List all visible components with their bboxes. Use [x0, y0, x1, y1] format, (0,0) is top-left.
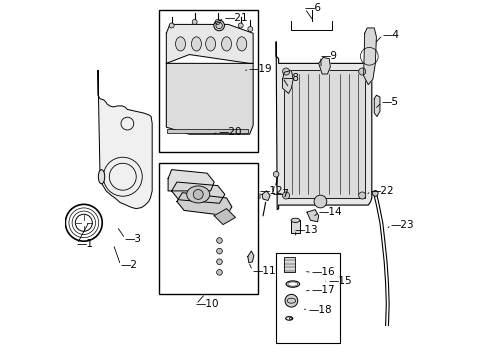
Bar	[283, 257, 295, 272]
Text: —13: —13	[294, 225, 318, 235]
Text: —16: —16	[311, 267, 334, 277]
Text: —6: —6	[304, 4, 321, 14]
Text: —1: —1	[76, 239, 93, 249]
Circle shape	[192, 19, 197, 24]
Polygon shape	[168, 170, 214, 191]
Ellipse shape	[236, 37, 246, 51]
Text: —18: —18	[307, 305, 331, 315]
Polygon shape	[247, 251, 253, 263]
Circle shape	[169, 23, 174, 28]
Text: —7: —7	[272, 190, 288, 200]
Polygon shape	[275, 42, 371, 210]
Ellipse shape	[205, 37, 215, 51]
Text: —23: —23	[390, 220, 413, 230]
Text: —20: —20	[218, 127, 242, 137]
Circle shape	[273, 171, 278, 177]
Bar	[290, 220, 299, 233]
Bar	[167, 129, 248, 133]
Text: —5: —5	[380, 97, 397, 107]
Text: —22: —22	[370, 186, 393, 196]
Circle shape	[282, 68, 289, 75]
Ellipse shape	[191, 37, 201, 51]
Polygon shape	[166, 24, 253, 64]
Bar	[159, 10, 258, 152]
Text: —2: —2	[120, 260, 137, 270]
Circle shape	[213, 20, 224, 31]
Polygon shape	[363, 28, 376, 85]
Circle shape	[193, 190, 203, 200]
Circle shape	[247, 26, 252, 31]
Text: —8: —8	[282, 72, 299, 82]
Circle shape	[216, 238, 222, 243]
Ellipse shape	[186, 186, 209, 203]
Text: —15: —15	[328, 276, 351, 286]
Text: —9: —9	[320, 51, 337, 61]
Polygon shape	[171, 182, 224, 203]
Text: —19: —19	[248, 64, 272, 74]
Circle shape	[358, 192, 365, 199]
Circle shape	[216, 248, 222, 254]
Polygon shape	[284, 70, 364, 198]
Ellipse shape	[175, 37, 185, 51]
Bar	[159, 162, 258, 293]
Polygon shape	[318, 57, 330, 74]
Text: —12: —12	[259, 186, 283, 196]
Ellipse shape	[98, 170, 105, 184]
Circle shape	[372, 191, 378, 196]
Circle shape	[358, 68, 365, 75]
Text: —14: —14	[318, 207, 342, 217]
Circle shape	[238, 23, 242, 28]
Polygon shape	[374, 95, 379, 116]
Circle shape	[216, 259, 222, 265]
Text: —3: —3	[125, 234, 142, 244]
Circle shape	[216, 270, 222, 275]
Text: —4: —4	[381, 30, 399, 40]
Polygon shape	[306, 210, 318, 222]
Polygon shape	[98, 70, 152, 208]
Polygon shape	[214, 208, 235, 225]
Circle shape	[282, 192, 289, 199]
Text: —11: —11	[252, 266, 275, 276]
Polygon shape	[177, 193, 231, 216]
Bar	[275, 253, 339, 343]
Text: —17: —17	[311, 285, 334, 295]
Polygon shape	[261, 191, 270, 201]
Polygon shape	[166, 64, 253, 134]
Ellipse shape	[290, 218, 299, 222]
Ellipse shape	[221, 37, 231, 51]
Text: —10: —10	[196, 299, 219, 309]
Text: —21: —21	[224, 14, 247, 24]
Circle shape	[285, 294, 297, 307]
Polygon shape	[282, 70, 292, 94]
Circle shape	[314, 195, 326, 208]
Circle shape	[215, 19, 220, 24]
